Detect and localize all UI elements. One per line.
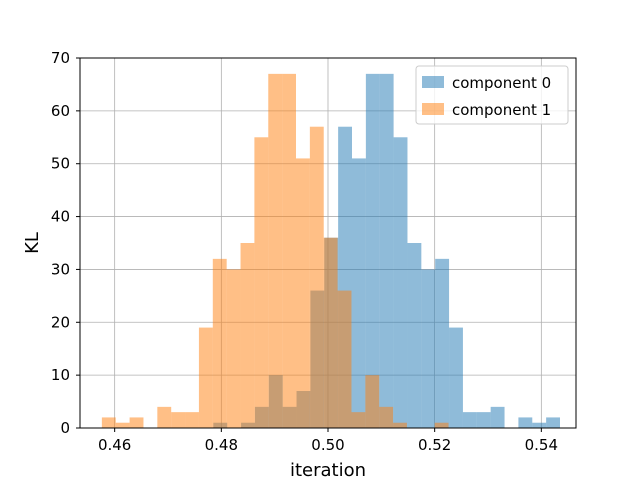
x-tick-label: 0.52 xyxy=(418,436,451,454)
x-axis-label: iteration xyxy=(290,460,366,480)
legend-frame xyxy=(415,65,569,125)
y-tick-label: 40 xyxy=(51,208,70,226)
x-tick-label: 0.46 xyxy=(98,436,131,454)
histogram-bar xyxy=(268,73,283,428)
x-tick-label: 0.48 xyxy=(205,436,238,454)
histogram-bar xyxy=(462,412,477,428)
histogram-bar xyxy=(185,412,199,428)
histogram-bar xyxy=(309,126,324,428)
y-tick-label: 20 xyxy=(51,313,70,331)
legend-label: component 1 xyxy=(452,101,551,119)
histogram-bar xyxy=(532,422,547,428)
y-tick-label: 0 xyxy=(60,419,70,437)
histogram-bar xyxy=(518,417,533,428)
histogram-bar xyxy=(407,243,422,428)
histogram-bar xyxy=(352,158,366,428)
histogram-bar xyxy=(365,73,380,428)
legend-label: component 0 xyxy=(452,74,551,92)
axis-ticks: 0.46 0.48 0.50 0.52 0.54 0 10 20 30 40 50 60 70 xyxy=(51,49,558,454)
y-axis-label: KL xyxy=(22,232,43,254)
y-tick-label: 30 xyxy=(51,260,70,278)
histogram-bar xyxy=(476,412,491,428)
histogram-bar xyxy=(254,137,269,429)
histogram-bar xyxy=(546,417,560,428)
y-tick-label: 60 xyxy=(51,102,70,120)
histogram-bar xyxy=(351,412,366,428)
histogram-bar xyxy=(393,137,408,429)
legend: component 0 component 1 xyxy=(415,65,569,125)
series-1-bars xyxy=(101,73,449,429)
histogram-bar xyxy=(323,237,338,428)
x-tick-label: 0.54 xyxy=(525,436,558,454)
histogram-bar xyxy=(365,375,380,428)
histogram-bar xyxy=(240,243,255,428)
y-tick-label: 70 xyxy=(51,49,70,67)
histogram-bar xyxy=(379,406,394,428)
histogram-bar xyxy=(434,422,449,428)
histogram-bar xyxy=(393,422,407,428)
x-tick-label: 0.50 xyxy=(311,436,344,454)
histogram-bar xyxy=(115,422,130,428)
y-tick-label: 50 xyxy=(51,155,70,173)
histogram-bar xyxy=(421,269,436,428)
histogram-bar xyxy=(337,290,352,428)
histogram-bar xyxy=(212,258,227,428)
legend-swatch xyxy=(422,103,444,115)
histogram-bar xyxy=(490,406,505,428)
histogram-bar xyxy=(198,327,213,428)
histogram-bars xyxy=(101,73,560,429)
y-tick-label: 10 xyxy=(51,366,70,384)
histogram-bar xyxy=(379,73,394,428)
histogram-bar xyxy=(101,417,116,428)
histogram-bar xyxy=(282,73,296,428)
histogram-bar xyxy=(157,406,172,428)
histogram-bar xyxy=(296,158,310,428)
histogram-bar xyxy=(435,258,450,428)
legend-swatch xyxy=(422,76,444,88)
histogram-bar xyxy=(449,327,463,428)
histogram-bar xyxy=(226,269,241,428)
histogram-bar xyxy=(129,417,144,428)
histogram-bar xyxy=(171,412,186,428)
